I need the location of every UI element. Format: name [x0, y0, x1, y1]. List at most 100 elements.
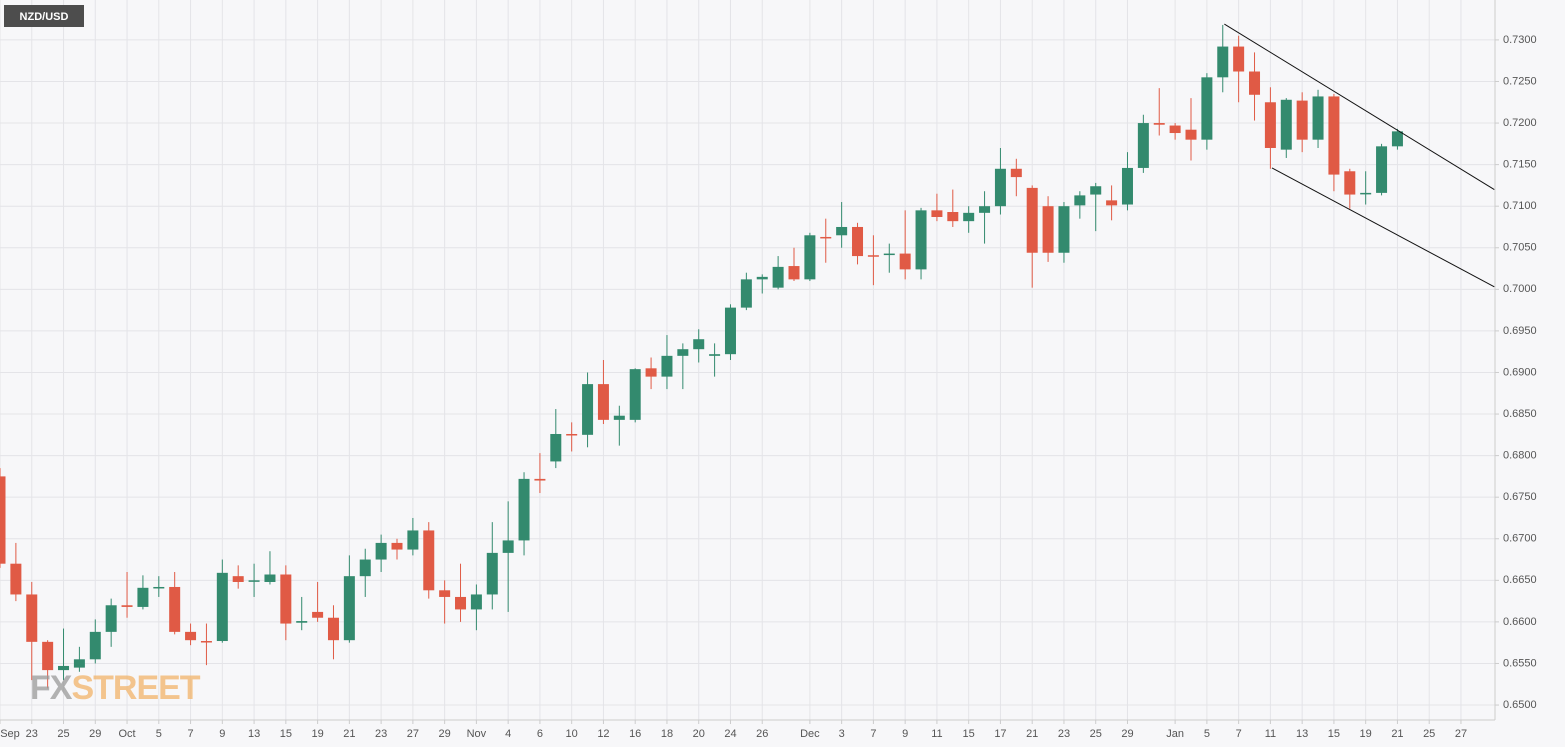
x-tick-label: 25	[57, 728, 69, 740]
candle-body	[280, 574, 292, 624]
x-tick-label: Dec	[800, 728, 820, 740]
candle-body	[1296, 100, 1308, 140]
candle-body	[867, 255, 879, 257]
x-tick-label: Nov	[467, 728, 487, 740]
x-tick-label: 13	[248, 728, 260, 740]
x-tick-label: 4	[505, 728, 511, 740]
x-tick-label: 7	[187, 728, 193, 740]
candle-body	[661, 355, 673, 377]
y-tick-label: 0.7100	[1503, 200, 1537, 212]
y-tick-label: 0.6800	[1503, 450, 1537, 462]
candle-body	[1312, 96, 1324, 140]
candle-body	[963, 212, 975, 222]
candle-body	[852, 226, 864, 257]
candle-body	[518, 478, 530, 541]
candle-body	[1280, 99, 1292, 150]
candle-body	[455, 596, 467, 610]
candle-body	[1344, 171, 1356, 195]
x-tick-label: 27	[1455, 728, 1467, 740]
candle-body	[1074, 195, 1086, 206]
candle-body	[1391, 131, 1403, 147]
chart-title: NZD/USD	[20, 11, 69, 23]
candle-body	[1376, 146, 1388, 193]
x-tick-label: 29	[439, 728, 451, 740]
x-tick-label: 5	[156, 728, 162, 740]
candle-body	[486, 552, 498, 595]
title-box	[4, 5, 84, 27]
x-tick-label: 15	[280, 728, 292, 740]
x-tick-label: Sep	[0, 728, 20, 740]
candle-body	[582, 384, 594, 435]
candle-body	[359, 559, 371, 577]
candle-body	[597, 384, 609, 420]
candle-body	[693, 339, 705, 350]
y-tick-label: 0.7150	[1503, 159, 1537, 171]
candle-body	[979, 206, 991, 213]
x-tick-label: 18	[661, 728, 673, 740]
candle-body	[73, 659, 85, 668]
candle-body	[423, 530, 435, 591]
x-tick-label: 9	[219, 728, 225, 740]
candle-body	[1026, 187, 1038, 253]
candle-body	[327, 617, 339, 641]
candle-body	[677, 349, 689, 356]
candle-body	[343, 576, 355, 641]
candle-body	[772, 266, 784, 288]
x-tick-label: 11	[1265, 728, 1276, 740]
candle-body	[375, 542, 387, 560]
candle-body	[407, 530, 419, 550]
candle-body	[788, 266, 800, 280]
x-tick-label: 27	[407, 728, 419, 740]
x-tick-label: 10	[566, 728, 578, 740]
candle-body	[470, 594, 482, 610]
candle-body	[169, 586, 181, 632]
candle-body	[566, 433, 578, 436]
candle-body	[1106, 200, 1118, 206]
x-tick-label: 11	[931, 728, 942, 740]
candle-body	[153, 586, 165, 589]
candle-body	[1328, 96, 1340, 175]
y-tick-label: 0.6750	[1503, 491, 1537, 503]
candle-body	[1010, 168, 1022, 178]
trendline	[1224, 23, 1495, 190]
y-tick-label: 0.6700	[1503, 533, 1537, 545]
x-tick-label: 3	[839, 728, 845, 740]
x-tick-label: 29	[89, 728, 101, 740]
candle-body	[804, 235, 816, 280]
candle-body	[613, 415, 625, 420]
y-tick-label: 0.6900	[1503, 366, 1537, 378]
x-tick-label: 16	[629, 728, 641, 740]
candle-body	[629, 369, 641, 420]
x-tick-label: 21	[343, 728, 355, 740]
candle-body	[1360, 192, 1372, 195]
candle-body	[947, 212, 959, 222]
candle-body	[439, 590, 451, 597]
candle-body	[1121, 167, 1133, 205]
candle-body	[1137, 123, 1149, 168]
candle-body	[42, 641, 54, 671]
candle-body	[185, 631, 197, 641]
watermark-street: STREET	[71, 669, 200, 707]
y-tick-label: 0.6500	[1503, 699, 1537, 711]
candle-body	[1169, 125, 1181, 134]
candle-body	[502, 540, 514, 553]
candle-body	[232, 576, 244, 582]
candle-body	[264, 574, 276, 582]
x-tick-label: 19	[1360, 728, 1372, 740]
x-tick-label: 29	[1121, 728, 1133, 740]
x-tick-label: 5	[1204, 728, 1210, 740]
candle-body	[58, 665, 70, 671]
x-tick-label: 23	[26, 728, 38, 740]
y-tick-label: 0.6850	[1503, 408, 1537, 420]
y-tick-label: 0.7000	[1503, 283, 1537, 295]
candle-body	[1185, 129, 1197, 140]
candle-body	[1042, 206, 1054, 253]
candle-body	[26, 594, 38, 642]
candle-body	[1153, 123, 1165, 125]
watermark: FXSTREET	[30, 669, 201, 707]
candle-body	[550, 433, 562, 462]
trendline	[1271, 167, 1495, 288]
watermark-fx: FX	[30, 669, 73, 707]
candle-body	[756, 276, 768, 280]
